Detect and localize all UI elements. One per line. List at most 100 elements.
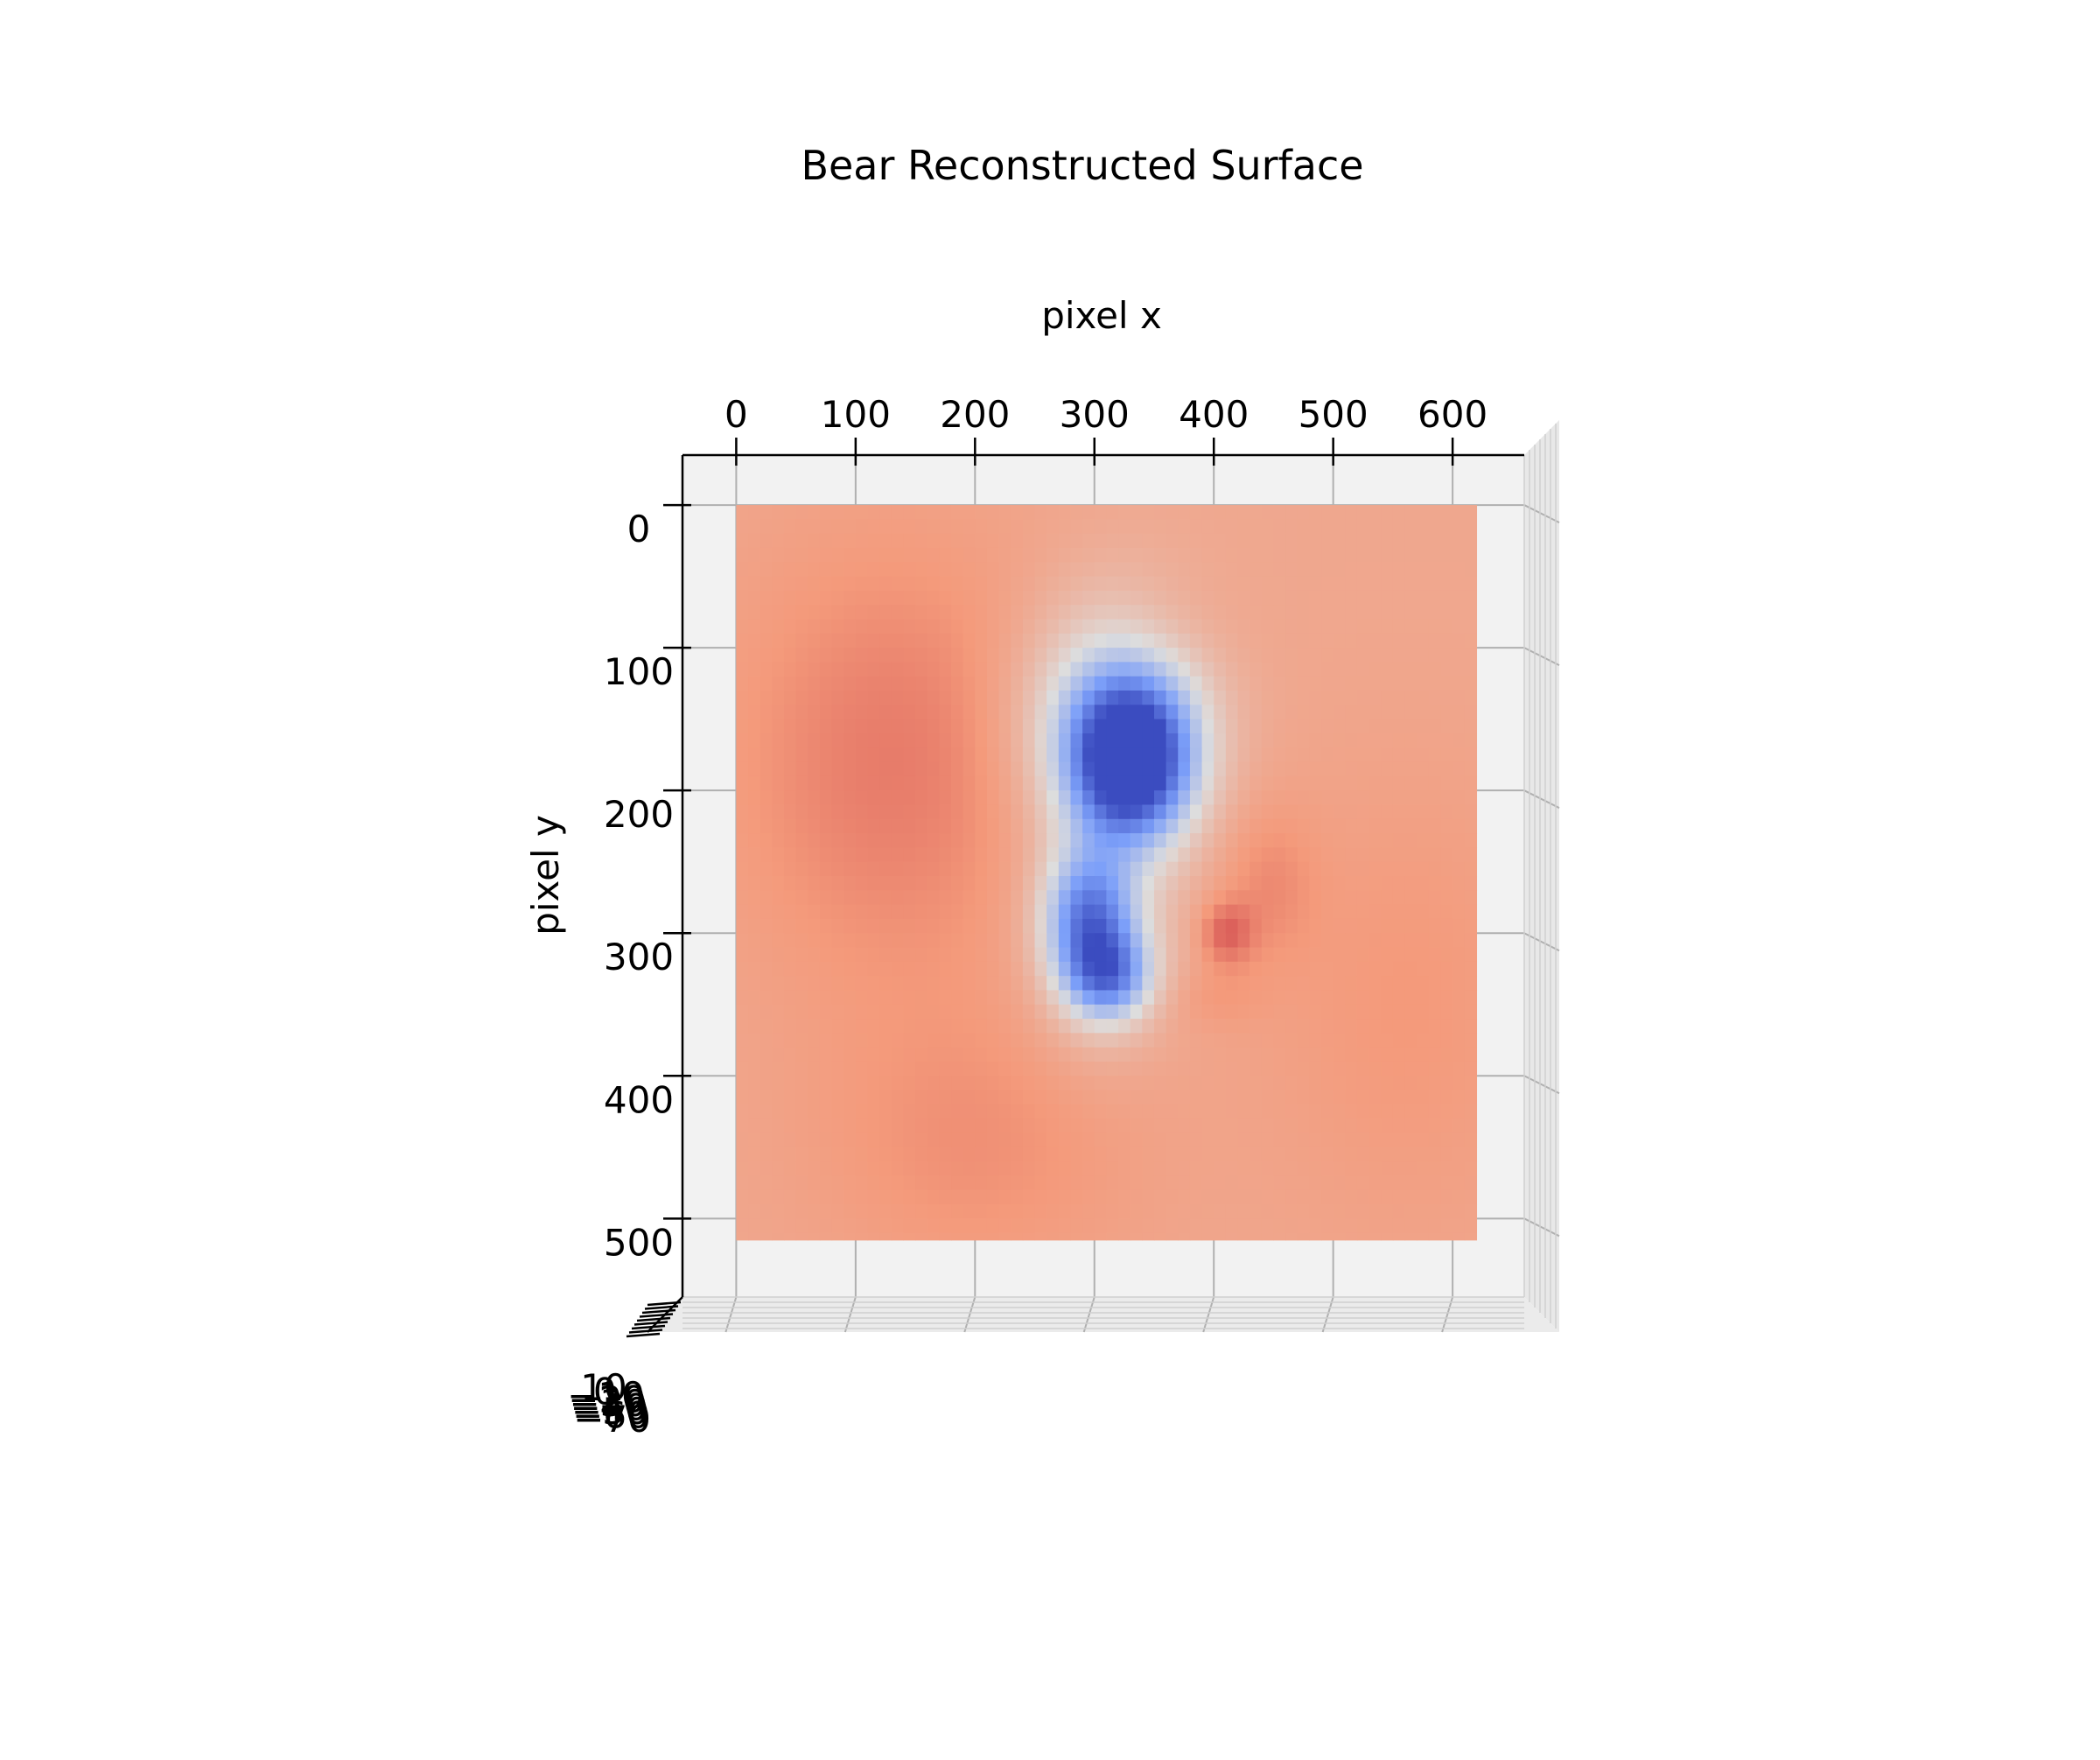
surface-cell [1046,633,1060,649]
surface-cell [1345,775,1358,791]
surface-cell [1273,1047,1286,1062]
surface-cell [772,519,785,535]
surface-cell [879,904,892,920]
surface-cell [1094,1004,1108,1020]
surface-cell [1464,533,1478,549]
surface-cell [1225,505,1239,520]
surface-cell [1392,747,1406,763]
surface-cell [975,576,988,592]
surface-cell [1368,547,1382,563]
surface-cell [1130,1047,1143,1062]
surface-cell [1034,818,1047,834]
surface-cell [903,1132,916,1148]
surface-cell [879,1189,892,1205]
surface-cell [783,775,797,791]
surface-cell [772,1146,785,1162]
surface-cell [1261,605,1275,621]
surface-cell [1153,775,1167,791]
surface-cell [1273,947,1286,963]
surface-cell [1464,1232,1478,1241]
surface-cell [1285,1004,1298,1020]
surface-cell [891,562,905,578]
surface-cell [1321,719,1334,734]
surface-cell [819,1076,833,1091]
surface-cell [1309,1175,1322,1191]
surface-cell [1309,861,1322,877]
surface-cell [1368,1204,1382,1219]
surface-cell [1225,705,1239,720]
surface-cell [1273,990,1286,1006]
surface-cell [1285,719,1298,734]
surface-cell [1142,1118,1155,1134]
surface-cell [783,648,797,663]
surface-cell [1250,947,1263,963]
z-tick-label: −20 [568,1378,646,1421]
surface-cell [1142,505,1155,520]
surface-cell [1417,861,1430,877]
surface-cell [939,961,952,977]
surface-cell [1404,947,1418,963]
surface-cell [1356,933,1370,949]
surface-cell [1237,1004,1250,1020]
surface-cell [1368,861,1382,877]
surface-cell [1046,1175,1060,1191]
surface-cell [891,1146,905,1162]
surface-cell [1428,1104,1442,1119]
surface-cell [867,847,880,863]
surface-cell [1022,1090,1036,1105]
surface-cell [903,1232,916,1241]
surface-cell [1046,648,1060,663]
surface-cell [1273,761,1286,777]
surface-cell [1452,1161,1466,1177]
surface-cell [748,1218,761,1234]
surface-cell [891,733,905,748]
surface-cell [1201,662,1214,677]
surface-cell [975,1175,988,1191]
surface-cell [951,790,964,806]
surface-cell [986,1076,1000,1091]
surface-cell [855,733,869,748]
surface-cell [808,719,821,734]
surface-cell [1333,648,1346,663]
surface-cell [915,904,928,920]
surface-cell [1142,761,1155,777]
surface-cell [1201,876,1214,891]
surface-cell [1153,547,1167,563]
surface-cell [1201,1076,1214,1091]
surface-cell [1106,1146,1119,1162]
surface-cell [1046,547,1060,563]
surface-cell [1273,876,1286,891]
surface-cell [879,691,892,705]
surface-cell [1417,676,1430,691]
surface-cell [760,833,773,848]
surface-cell [1417,619,1430,635]
surface-cell [1082,648,1096,663]
surface-cell [1058,1061,1072,1076]
surface-cell [975,990,988,1006]
surface-cell [1214,947,1227,963]
surface-cell [1011,562,1024,578]
surface-cell [1022,1175,1036,1191]
surface-cell [1189,1047,1203,1062]
surface-cell [1142,818,1155,834]
surface-cell [1404,547,1418,563]
surface-cell [1201,1161,1214,1177]
surface-cell [1356,1118,1370,1134]
surface-cell [1356,1132,1370,1148]
surface-cell [1440,505,1453,520]
surface-cell [951,1076,964,1091]
surface-cell [1333,833,1346,848]
surface-cell [962,1061,976,1076]
surface-cell [1297,576,1310,592]
surface-cell [891,590,905,606]
surface-cell [808,562,821,578]
surface-cell [1261,904,1275,920]
surface-cell [903,1161,916,1177]
surface-cell [808,1047,821,1062]
surface-cell [748,1004,761,1020]
surface-cell [1046,1218,1060,1234]
surface-cell [795,676,808,691]
surface-cell [1321,605,1334,621]
surface-cell [1225,1061,1239,1076]
surface-cell [1381,818,1394,834]
